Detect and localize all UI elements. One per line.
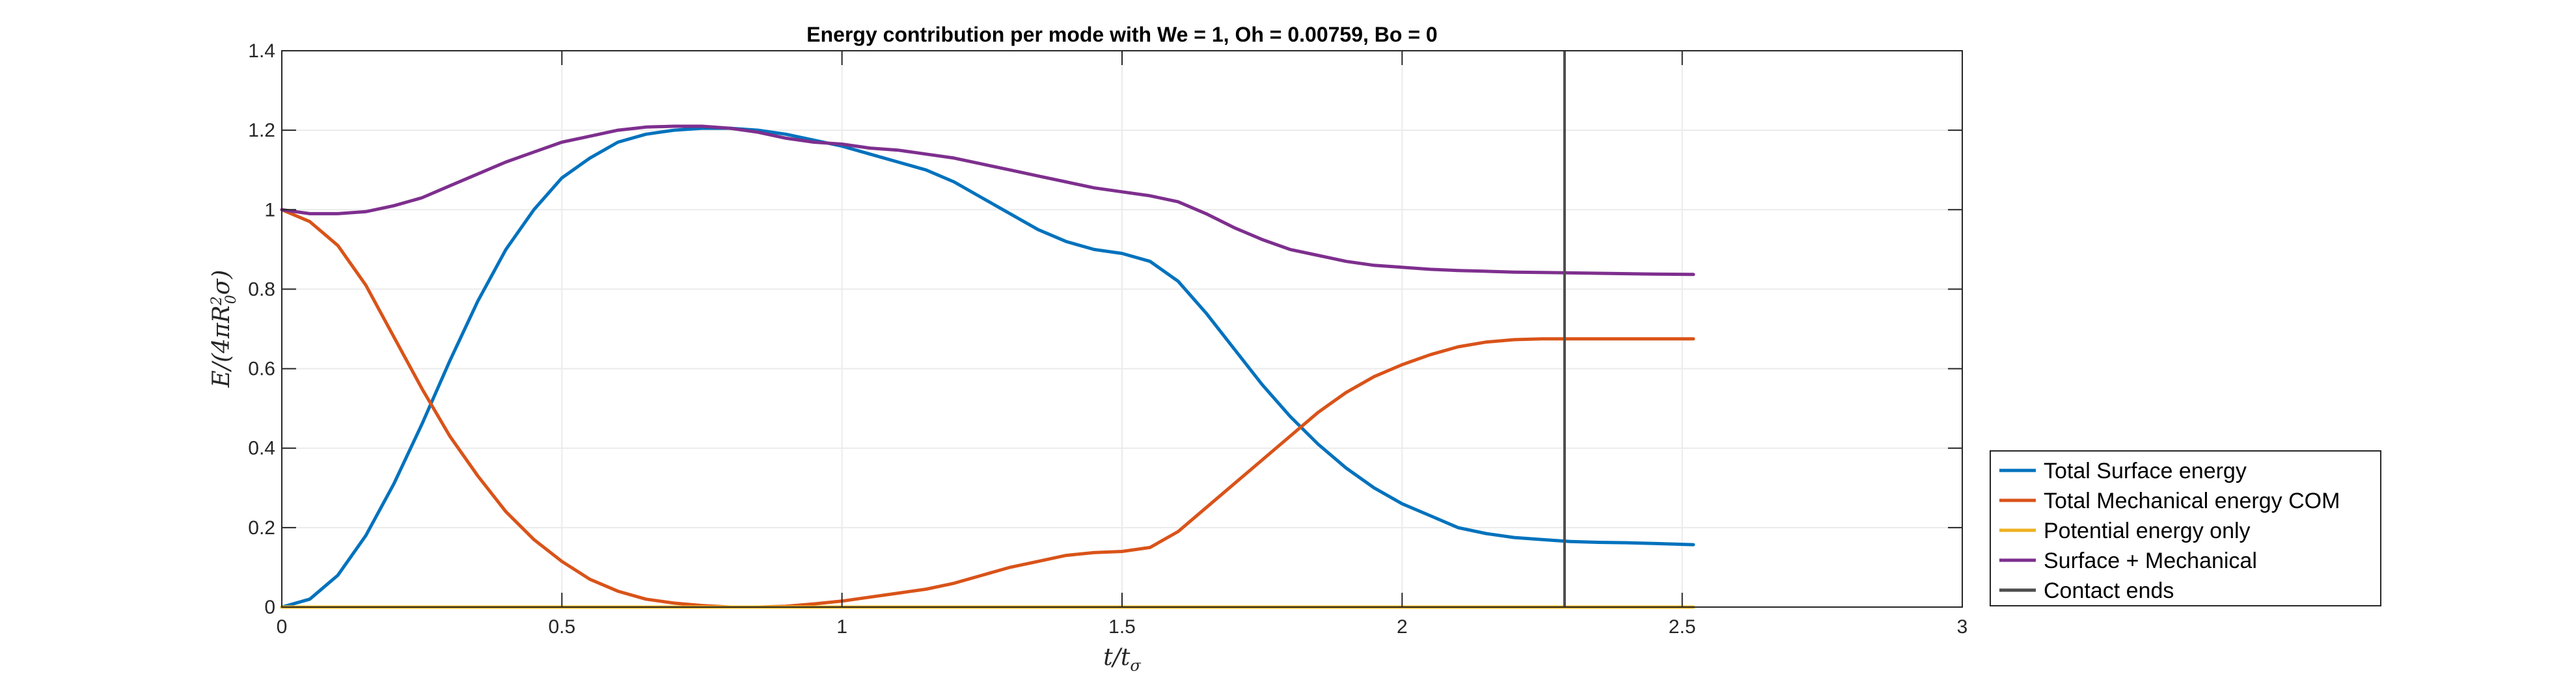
x-tick-label: 2: [1397, 616, 1408, 638]
chart-title: Energy contribution per mode with We = 1…: [806, 23, 1437, 46]
y-tick-label: 0.4: [248, 438, 275, 459]
x-tick-label: 1: [836, 616, 847, 638]
x-tick-label: 1.5: [1108, 616, 1136, 638]
y-tick-label: 1.4: [248, 40, 275, 62]
legend-box: [1990, 450, 2381, 606]
x-tick-label: 2.5: [1669, 616, 1696, 638]
x-axis-label: t/tσ: [1103, 644, 1141, 675]
series-line-2: [280, 208, 1695, 609]
ticks: 0 0.5 1 1.5 2 2.5 3 0 0.2 0.4 0.6 0.8 1 1.2 1.4: [248, 40, 1967, 638]
legend-label-1: Total Surface energy: [2044, 459, 2247, 483]
series-line-4: [280, 124, 1695, 277]
y-tick-label: 0.2: [248, 517, 275, 539]
legend-label-5: Contact ends: [2044, 578, 2174, 603]
y-tick-label: 0.8: [248, 278, 275, 300]
series-line-1: [280, 126, 1695, 609]
legend-label-4: Surface + Mechanical: [2044, 549, 2257, 573]
x-tick-label: 0: [277, 616, 288, 638]
y-tick-label: 0: [264, 597, 275, 618]
legend-label-2: Total Mechanical energy COM: [2044, 489, 2340, 513]
legend-label-3: Potential energy only: [2044, 519, 2251, 543]
x-tick-label: 3: [1957, 616, 1968, 638]
legend: Total Surface energy Total Mechanical ene…: [1990, 450, 2381, 606]
x-tick-label: 0.5: [548, 616, 575, 638]
y-tick-label: 0.6: [248, 359, 275, 380]
y-axis-label: E/(4πR20σ): [208, 270, 240, 388]
y-tick-label: 1: [264, 199, 275, 221]
y-tick-label: 1.2: [248, 120, 275, 141]
